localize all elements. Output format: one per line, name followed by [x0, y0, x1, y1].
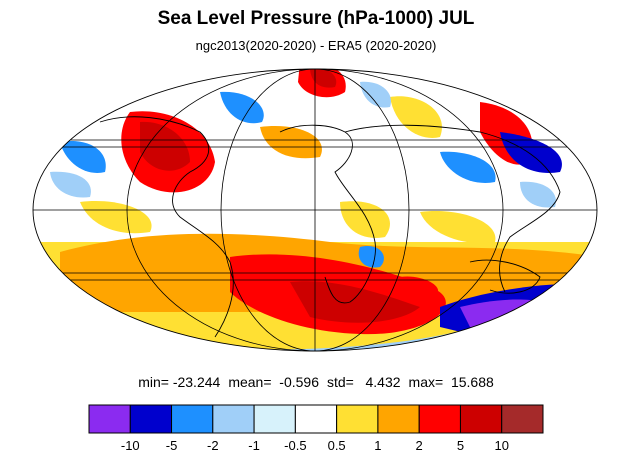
colorbar-swatch	[253, 404, 296, 434]
world-map	[32, 68, 598, 352]
colorbar-label: -0.5	[284, 438, 307, 453]
colorbar-label: 0.5	[327, 438, 346, 453]
colorbar-swatch	[418, 404, 461, 434]
colorbar-swatch	[501, 404, 544, 434]
stat-min: min= -23.244	[138, 374, 221, 390]
statistics-line: min= -23.244 mean= -0.596 std= 4.432 max= 1…	[0, 374, 632, 390]
plot-title: Sea Level Pressure (hPa-1000) JUL	[157, 8, 475, 29]
colorbar	[88, 404, 544, 434]
plot-subtitle: ngc2013(2020-2020) - ERA5 (2020-2020)	[195, 38, 437, 53]
colorbar-label: -5	[165, 438, 178, 453]
colorbar-swatch	[459, 404, 503, 434]
colorbar-label: -2	[207, 438, 219, 453]
coastlines	[32, 68, 598, 352]
anomaly-field	[33, 69, 597, 351]
colorbar-label: 1	[374, 438, 382, 453]
colorbar-label: 5	[456, 438, 465, 453]
colorbar-label: -1	[248, 438, 260, 453]
colorbar-swatch	[336, 404, 379, 434]
colorbar-swatch	[377, 404, 420, 434]
colorbar-labels: -10 -5 -2 -1 -0.5 0.5 1 2 5 10	[0, 438, 632, 456]
colorbar-label: 2	[415, 438, 423, 453]
colorbar-swatch	[129, 404, 173, 434]
colorbar-label: 10	[494, 438, 509, 453]
colorbar-swatch	[212, 404, 255, 434]
colorbar-label: -10	[120, 438, 140, 453]
stat-mean: mean= -0.596	[228, 374, 319, 390]
colorbar-swatch	[294, 404, 338, 434]
colorbar-swatch	[88, 404, 131, 434]
stat-max: max= 15.688	[408, 374, 494, 390]
colorbar-swatch	[171, 404, 214, 434]
stat-std: std= 4.432	[326, 374, 401, 390]
